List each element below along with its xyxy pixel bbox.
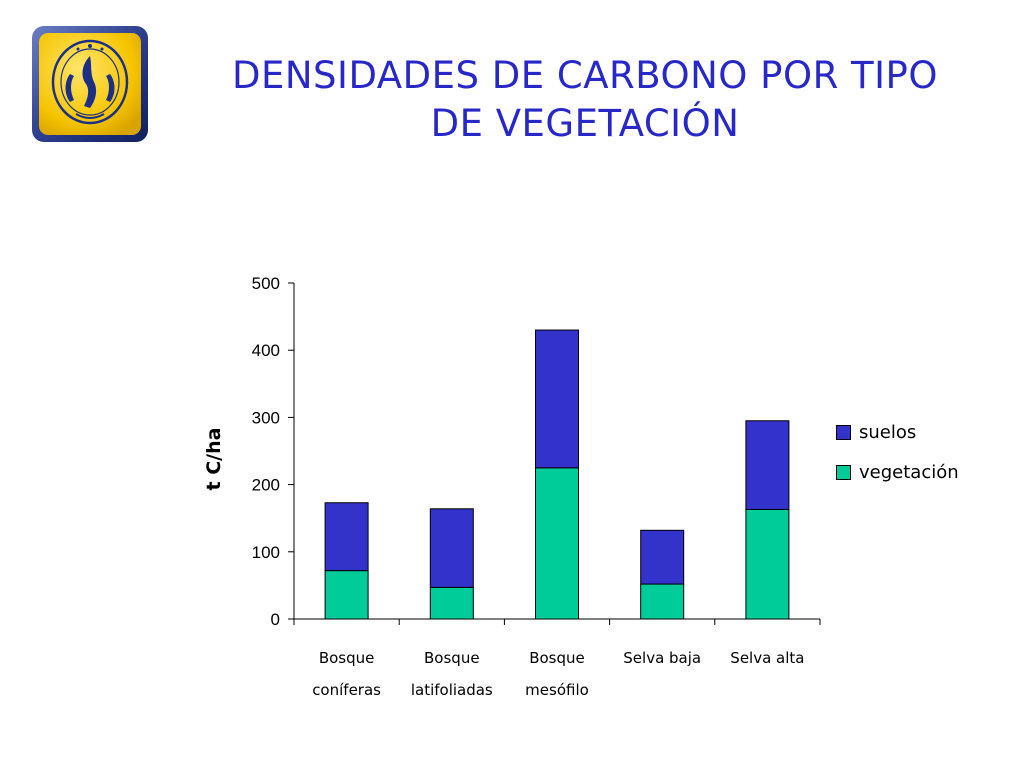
x-tick-label: Bosque [424,649,480,667]
x-tick-label: Selva baja [623,649,701,667]
legend-item-vegetacin: vegetación [836,461,959,483]
y-tick-label: 500 [252,274,280,293]
bar-vegetacin-1 [324,570,369,620]
chart-legend: suelos vegetación [836,421,959,501]
x-tick-label: Selva alta [730,649,804,667]
x-tick-label: Bosque [529,649,585,667]
slide-title-line-1: DENSIDADES DE CARBONO POR TIPO [232,54,938,97]
legend-swatch [836,464,851,480]
slide-title: DENSIDADES DE CARBONO POR TIPO DE VEGETA… [170,52,1000,148]
x-tick-label: mesófilo [525,681,589,699]
x-tick-label: latifoliadas [411,681,493,699]
legend-label: suelos [859,421,917,443]
y-axis-label: t C/ha [203,428,225,491]
y-tick-label: 300 [252,408,280,427]
legend-label: vegetación [859,461,959,483]
bar-vegetacin-5 [745,508,790,620]
slide-title-line-2: DE VEGETACIÓN [430,102,740,145]
legend-item-suelos: suelos [836,421,959,443]
bar-suelos-3 [535,329,579,469]
x-tick-label: Bosque [319,649,375,667]
bar-suelos-4 [640,529,685,585]
y-tick-label: 0 [271,610,280,629]
y-tick-label: 100 [252,543,280,562]
y-tick-label: 200 [252,476,280,495]
bar-suelos-2 [429,508,474,588]
bar-vegetacin-3 [535,467,579,620]
bar-vegetacin-4 [640,583,685,620]
y-tick-label: 400 [252,341,280,360]
bar-suelos-5 [745,420,790,510]
legend-swatch [836,424,851,440]
bar-suelos-1 [324,502,369,572]
bar-vegetacin-2 [429,586,474,620]
unam-emblem-icon [30,24,150,144]
x-tick-label: coníferas [312,681,381,699]
